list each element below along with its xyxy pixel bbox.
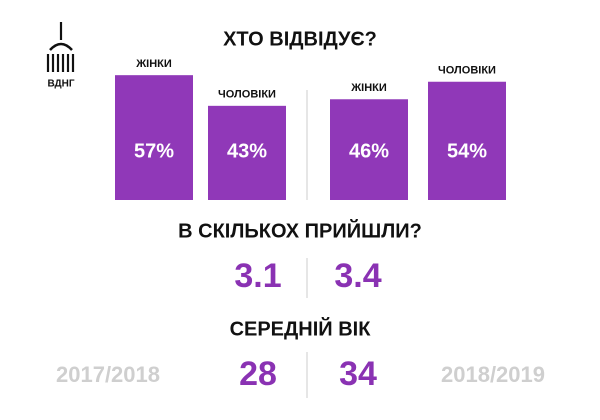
value-label: 46% xyxy=(349,140,389,162)
period-label: 2017/2018 xyxy=(56,362,160,387)
logo-text: ВДНГ xyxy=(47,79,74,90)
section-title: СЕРЕДНІЙ ВІК xyxy=(230,316,372,340)
bar xyxy=(428,81,506,200)
category-label: ЖІНКИ xyxy=(135,58,172,70)
stat-value: 28 xyxy=(239,355,277,393)
category-label: ЧОЛОВІКИ xyxy=(438,65,496,77)
value-label: 57% xyxy=(134,140,174,162)
title: ХТО ВІДВІДУЄ? xyxy=(223,28,377,50)
category-label: ЧОЛОВІКИ xyxy=(218,89,276,101)
bar xyxy=(115,75,193,200)
bar xyxy=(208,105,286,200)
section-title: В СКІЛЬКОХ ПРИЙШЛИ? xyxy=(178,218,422,242)
stat-value: 34 xyxy=(339,355,377,393)
stat-value: 3.1 xyxy=(234,257,281,295)
period-label: 2018/2019 xyxy=(441,362,545,387)
stat-value: 3.4 xyxy=(334,257,381,295)
logo-icon xyxy=(46,22,75,72)
value-label: 43% xyxy=(227,140,267,162)
category-label: ЖІНКИ xyxy=(350,82,387,94)
value-label: 54% xyxy=(447,140,487,162)
bar xyxy=(330,99,408,200)
